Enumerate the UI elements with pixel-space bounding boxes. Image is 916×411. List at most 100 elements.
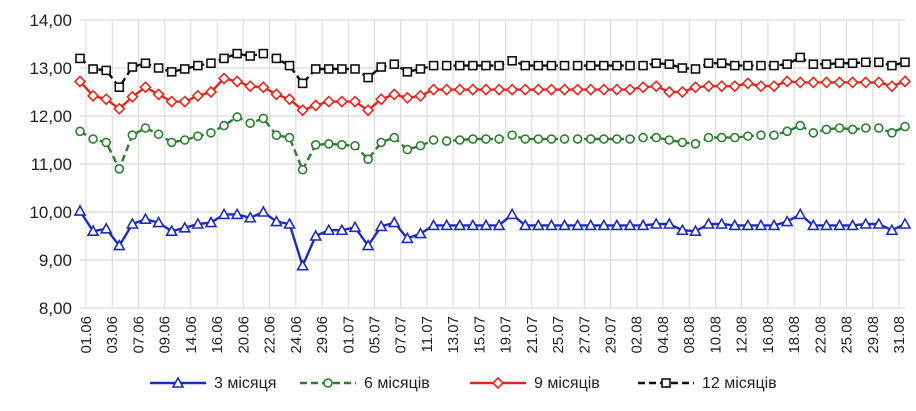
x-tick-label: 02.08 xyxy=(629,316,646,354)
data-point xyxy=(558,83,571,96)
x-tick-label: 13.07 xyxy=(445,316,462,354)
data-point xyxy=(716,132,727,143)
x-tick-label: 07.06 xyxy=(130,316,147,354)
data-point xyxy=(754,80,768,93)
x-tick-label: 22.06 xyxy=(262,316,279,354)
data-point xyxy=(256,205,270,217)
data-point xyxy=(101,65,111,76)
data-point xyxy=(756,130,766,140)
data-point xyxy=(296,259,309,271)
data-point xyxy=(507,130,517,140)
data-point xyxy=(887,60,897,71)
data-point xyxy=(153,63,164,73)
data-point xyxy=(690,139,701,149)
data-point xyxy=(677,137,688,148)
data-point xyxy=(284,132,295,143)
data-point xyxy=(297,78,308,89)
data-point xyxy=(414,89,427,102)
data-point xyxy=(258,48,269,59)
legend-marker xyxy=(661,378,671,388)
data-point xyxy=(361,238,375,251)
data-point xyxy=(139,212,152,224)
data-point xyxy=(638,132,648,143)
data-point xyxy=(75,126,85,137)
y-tick-label: 14,00 xyxy=(29,11,72,30)
data-point xyxy=(401,231,414,244)
data-point xyxy=(807,76,820,89)
data-point xyxy=(664,135,675,145)
data-point xyxy=(243,211,257,223)
data-point xyxy=(283,217,296,229)
data-point xyxy=(558,218,571,231)
data-point xyxy=(572,134,583,144)
data-point xyxy=(453,218,467,231)
data-point xyxy=(217,72,231,85)
data-point xyxy=(389,59,400,69)
x-tick-label: 18.08 xyxy=(786,316,803,354)
data-point xyxy=(179,135,190,145)
data-point xyxy=(676,223,689,236)
data-point xyxy=(900,121,910,132)
data-point xyxy=(715,217,729,229)
series-markers xyxy=(73,48,912,271)
data-point xyxy=(232,48,242,59)
data-point xyxy=(743,131,753,141)
data-point xyxy=(494,134,504,144)
x-tick-label: 07.07 xyxy=(393,316,410,354)
x-tick-label: 15.07 xyxy=(471,316,488,354)
x-tick-label: 16.08 xyxy=(760,316,777,354)
x-tick-label: 16.06 xyxy=(209,316,226,354)
data-point xyxy=(166,67,177,77)
data-point xyxy=(874,123,884,133)
data-point xyxy=(703,58,714,69)
data-point xyxy=(284,60,295,71)
legend-marker xyxy=(171,376,185,388)
data-point xyxy=(585,60,596,71)
data-point xyxy=(520,134,531,144)
data-point xyxy=(165,95,178,108)
data-point xyxy=(546,134,557,144)
x-tick-label: 29.08 xyxy=(865,316,882,354)
series-line-1 xyxy=(78,210,906,267)
data-point xyxy=(834,58,845,69)
data-point xyxy=(741,218,755,231)
data-point xyxy=(743,60,753,71)
data-point xyxy=(756,60,766,71)
data-point xyxy=(494,60,504,71)
data-point xyxy=(834,123,845,133)
data-point xyxy=(571,218,584,231)
data-point xyxy=(258,113,269,124)
data-point xyxy=(715,80,728,93)
data-point xyxy=(585,134,596,144)
data-point xyxy=(520,60,531,71)
data-point xyxy=(428,60,439,71)
data-point xyxy=(821,124,832,135)
data-point xyxy=(270,88,283,101)
data-point xyxy=(86,89,100,102)
y-axis: 8,00 9,00 10,00 11,00 12,00 13,00 14,00 xyxy=(29,11,72,318)
data-point xyxy=(767,218,781,231)
data-point xyxy=(219,53,229,64)
data-point xyxy=(428,135,439,145)
data-point xyxy=(401,91,414,104)
data-point xyxy=(703,132,714,143)
data-point xyxy=(676,85,689,99)
data-point xyxy=(126,90,139,103)
data-point xyxy=(728,80,741,93)
data-point xyxy=(808,128,819,138)
data-point xyxy=(297,164,308,175)
data-point xyxy=(204,85,218,99)
data-point xyxy=(649,217,663,229)
data-point xyxy=(402,67,413,77)
data-point xyxy=(610,218,624,231)
data-point xyxy=(794,76,807,89)
data-point xyxy=(114,164,125,174)
data-point xyxy=(767,80,781,93)
data-point xyxy=(795,52,806,63)
data-point xyxy=(900,57,910,68)
data-point xyxy=(874,57,884,68)
data-point xyxy=(769,130,779,140)
data-point xyxy=(898,217,912,229)
data-point xyxy=(271,130,282,140)
data-point xyxy=(677,63,688,73)
